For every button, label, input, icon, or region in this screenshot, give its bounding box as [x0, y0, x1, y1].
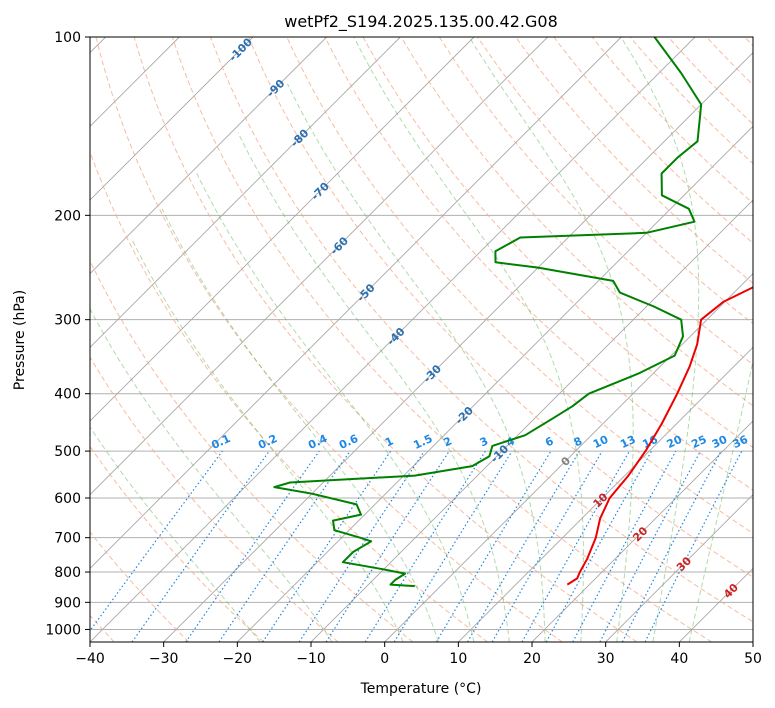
x-tick-label: 0 [380, 651, 389, 667]
dry-adiabat [248, 37, 753, 578]
x-tick-label: 30 [597, 651, 615, 667]
mixing-ratio-line [218, 450, 351, 642]
dry-adiabat [90, 259, 414, 642]
mixing-ratio-line [262, 450, 392, 642]
profile-series [273, 37, 753, 588]
temperature-line [566, 286, 753, 586]
isotherm-line [90, 37, 548, 496]
x-tick-label: −40 [75, 651, 105, 667]
moist-adiabat [620, 37, 700, 642]
dry-adiabat [438, 37, 753, 366]
dry-adiabat [362, 37, 753, 449]
dry-adiabat [324, 37, 753, 491]
dry-adiabat [133, 37, 638, 642]
moist-adiabat [90, 426, 261, 642]
y-tick-label: 800 [54, 565, 81, 581]
x-tick-label: 20 [523, 651, 541, 667]
dry-adiabat [400, 37, 753, 407]
dry-adiabat [95, 37, 563, 642]
x-tick-label: −10 [296, 651, 326, 667]
moist-adiabat [287, 83, 546, 642]
dry-adiabat [90, 356, 339, 642]
mixing-ratio-line [185, 450, 320, 642]
dry-adiabat [171, 37, 712, 642]
y-tick-label: 900 [54, 595, 81, 611]
dry-adiabats [90, 37, 753, 642]
moist-adiabat [237, 132, 510, 642]
y-tick-label: 700 [54, 531, 81, 547]
mixing-ratio-label: 13 [618, 433, 637, 451]
isotherm-line [605, 494, 753, 642]
isotherm-line [90, 37, 254, 201]
dry-adiabat [286, 37, 753, 534]
plot-frame [89, 36, 754, 643]
dry-adiabat [90, 531, 190, 642]
mixing-ratio-line [521, 450, 631, 642]
chart-title: wetPf2_S194.2025.135.00.42.G08 [284, 12, 558, 32]
mixing-ratio-label: 30 [710, 433, 730, 451]
y-tick-label: 200 [54, 208, 81, 224]
moist-adiabat [131, 239, 404, 642]
mixing-ratio-line [644, 450, 743, 642]
moist-adiabat [161, 208, 439, 642]
moist-adiabat [353, 37, 584, 642]
skewed-isotherms [90, 37, 753, 642]
mixing-ratio-line [325, 450, 450, 642]
x-axis-label: Temperature (°C) [360, 681, 482, 697]
isotherm-line [384, 273, 753, 642]
y-tick-label: 1000 [45, 622, 81, 638]
y-tick-label: 400 [54, 387, 81, 403]
isotherm-line [531, 420, 753, 642]
y-tick-label: 500 [54, 444, 81, 460]
isotherm-line [90, 37, 327, 275]
mixing-ratio-line [90, 450, 223, 632]
mixing-ratio-label: 20 [665, 433, 685, 451]
mixing-ratio-label: 25 [689, 433, 708, 451]
isotherm-line [458, 346, 753, 642]
isotherm-line [163, 52, 753, 642]
pressure-grid [90, 37, 753, 630]
mixing-ratio-line [131, 450, 270, 642]
dry-adiabat [591, 37, 753, 204]
isotherm-line [90, 37, 475, 422]
dry-adiabat [90, 150, 488, 642]
dewpoint-line [273, 37, 703, 588]
isotherm-line [90, 37, 696, 642]
isotherm-line [90, 37, 622, 569]
isotherm-line [90, 37, 401, 348]
mixing-ratio-lines [90, 450, 743, 642]
moist-adiabat [90, 307, 333, 642]
mixing-ratio-line [572, 450, 677, 642]
y-tick-label: 600 [54, 491, 81, 507]
x-tick-label: −30 [149, 651, 179, 667]
y-tick-label: 100 [54, 30, 81, 46]
mixing-ratio-label: 10 [591, 433, 611, 451]
dry-adiabat [553, 37, 753, 244]
x-tick-label: 10 [449, 651, 467, 667]
dry-adiabat [477, 37, 753, 325]
mixing-ratio-label: 36 [731, 433, 751, 451]
x-tick-label: 50 [744, 651, 762, 667]
mixing-ratio-line [545, 450, 653, 642]
isotherm-line [237, 125, 753, 642]
y-axis-label: Pressure (hPa) [12, 290, 28, 390]
dry-adiabat [210, 37, 753, 623]
moist-adiabat [688, 358, 753, 642]
mixing-ratio-line [393, 450, 513, 642]
x-tick-label: 40 [670, 651, 688, 667]
x-tick-label: −20 [223, 651, 253, 667]
y-tick-label: 300 [54, 313, 81, 329]
axes: −40 −30 −20 −10 0 10 20 30 40 50 1000 900 800 700 600 5… [45, 30, 762, 667]
